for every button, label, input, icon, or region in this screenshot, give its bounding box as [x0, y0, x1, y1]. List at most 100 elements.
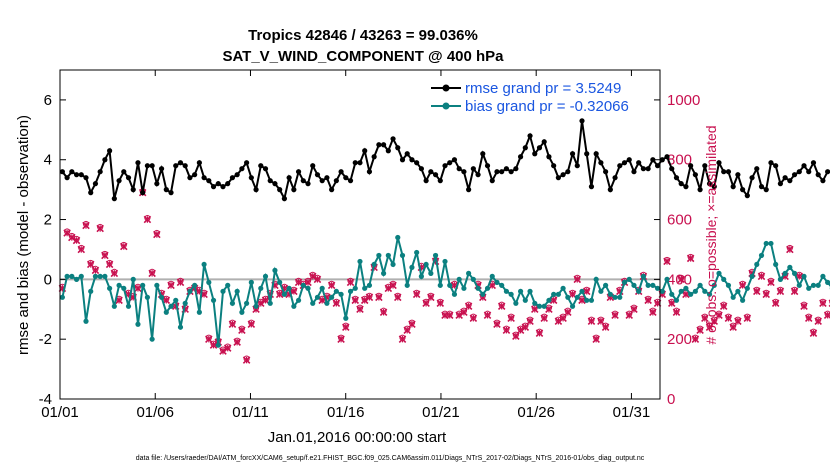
rmse-point: [210, 184, 217, 190]
rmse-point: [669, 166, 675, 172]
obs-assimilated-point: [743, 314, 752, 323]
bias-point: [513, 300, 519, 306]
rmse-point: [683, 184, 689, 190]
bias-point: [291, 303, 297, 309]
rmse-point: [565, 169, 571, 175]
obs-assimilated-point: [686, 254, 695, 263]
rmse-point: [196, 160, 202, 166]
bias-point: [617, 294, 623, 300]
rmse-point: [532, 151, 538, 157]
bias-point: [451, 291, 458, 297]
rmse-point: [560, 172, 566, 178]
bias-point: [182, 300, 188, 306]
y2-axis-label: # of obs: o=possible; ×=assimilated: [703, 125, 719, 344]
rmse-point: [621, 160, 628, 166]
rmse-point: [607, 187, 613, 193]
bias-point: [754, 261, 760, 268]
bias-point: [404, 282, 410, 288]
obs-assimilated-point: [526, 317, 534, 326]
obs-assimilated-point: [819, 299, 827, 308]
bias-point: [376, 252, 382, 259]
bias-point: [791, 270, 798, 276]
bias-point: [796, 282, 802, 288]
left-tick-label: 2: [44, 212, 52, 229]
rmse-point: [281, 196, 287, 202]
obs-assimilated-point: [493, 320, 501, 328]
bias-point: [116, 282, 122, 288]
obs-assimilated-point: [521, 323, 530, 331]
rmse-point: [801, 163, 807, 169]
rmse-point: [347, 178, 354, 184]
obs-assimilated-point: [82, 221, 90, 230]
bias-point: [574, 294, 580, 300]
bias-point: [489, 273, 495, 279]
rmse-point: [716, 160, 722, 166]
rmse-point: [777, 181, 784, 187]
rmse-point: [654, 163, 661, 169]
bias-point: [740, 297, 746, 303]
bias-point: [777, 276, 784, 282]
bias-point: [343, 315, 349, 321]
bias-point: [409, 264, 415, 270]
rmse-point: [140, 190, 146, 196]
bias-point: [97, 273, 103, 279]
chart-subtitle: SAT_V_WIND_COMPONENT @ 400 hPa: [222, 48, 504, 65]
rmse-point: [711, 184, 717, 190]
rmse-point: [820, 178, 826, 184]
footer-datafile: data file: /Users/raeder/DAI/ATM_forcXX/…: [136, 455, 645, 462]
bias-point: [125, 303, 132, 309]
obs-assimilated-point: [412, 290, 421, 299]
obs-assimilated-point: [786, 245, 794, 254]
rmse-point: [404, 151, 410, 157]
bias-point: [92, 273, 99, 279]
rmse-point: [527, 133, 533, 139]
obs-assimilated-point: [530, 305, 539, 314]
obs-assimilated-point: [228, 320, 237, 328]
rmse-point: [376, 142, 382, 148]
rmse-point: [659, 157, 665, 163]
rmse-point: [329, 187, 335, 193]
bias-point: [163, 309, 169, 315]
bias-point: [385, 252, 391, 259]
bias-point: [295, 297, 302, 303]
obs-assimilated-point: [134, 284, 142, 293]
obs-assimilated-point: [313, 275, 322, 284]
bias-point: [414, 249, 420, 256]
obs-assimilated-point: [483, 311, 492, 320]
obs-assimilated-point: [691, 335, 700, 343]
bias-point: [480, 291, 486, 297]
bias-point: [503, 288, 510, 294]
rmse-point: [69, 169, 75, 175]
legend-rmse-label: rmse grand pr = 3.5249: [465, 80, 621, 97]
rmse-point: [168, 190, 174, 196]
obs-assimilated-point: [242, 356, 251, 364]
rmse-point: [754, 166, 760, 172]
rmse-point: [409, 157, 415, 163]
rmse-point: [163, 187, 169, 193]
bias-point: [508, 291, 514, 297]
rmse-point: [248, 175, 254, 181]
bias-point: [244, 300, 250, 306]
rmse-point: [272, 181, 278, 187]
bias-point: [603, 282, 609, 288]
bias-point: [659, 288, 665, 294]
obs-assimilated-point: [814, 317, 822, 326]
bias-point: [78, 273, 84, 279]
bias-point: [551, 291, 557, 297]
rmse-point: [310, 163, 316, 169]
bias-point: [820, 273, 826, 279]
obs-assimilated-point: [342, 323, 350, 331]
legend: rmse grand pr = 3.5249 bias grand pr = -…: [431, 80, 629, 115]
bias-point: [371, 261, 377, 268]
bias-point: [815, 282, 821, 288]
x-axis-ticks: 01/01 01/06 01/11 01/16 01/21 01/26 01/31: [41, 404, 650, 421]
obs-assimilated-point: [238, 326, 246, 334]
bias-point: [569, 303, 576, 309]
bias-point: [636, 288, 642, 294]
rmse-point: [447, 160, 453, 166]
rmse-point: [258, 163, 264, 169]
obs-assimilated-point: [332, 299, 341, 308]
obs-assimilated-point: [148, 269, 156, 278]
bias-point: [768, 240, 774, 247]
rmse-point: [130, 187, 136, 193]
